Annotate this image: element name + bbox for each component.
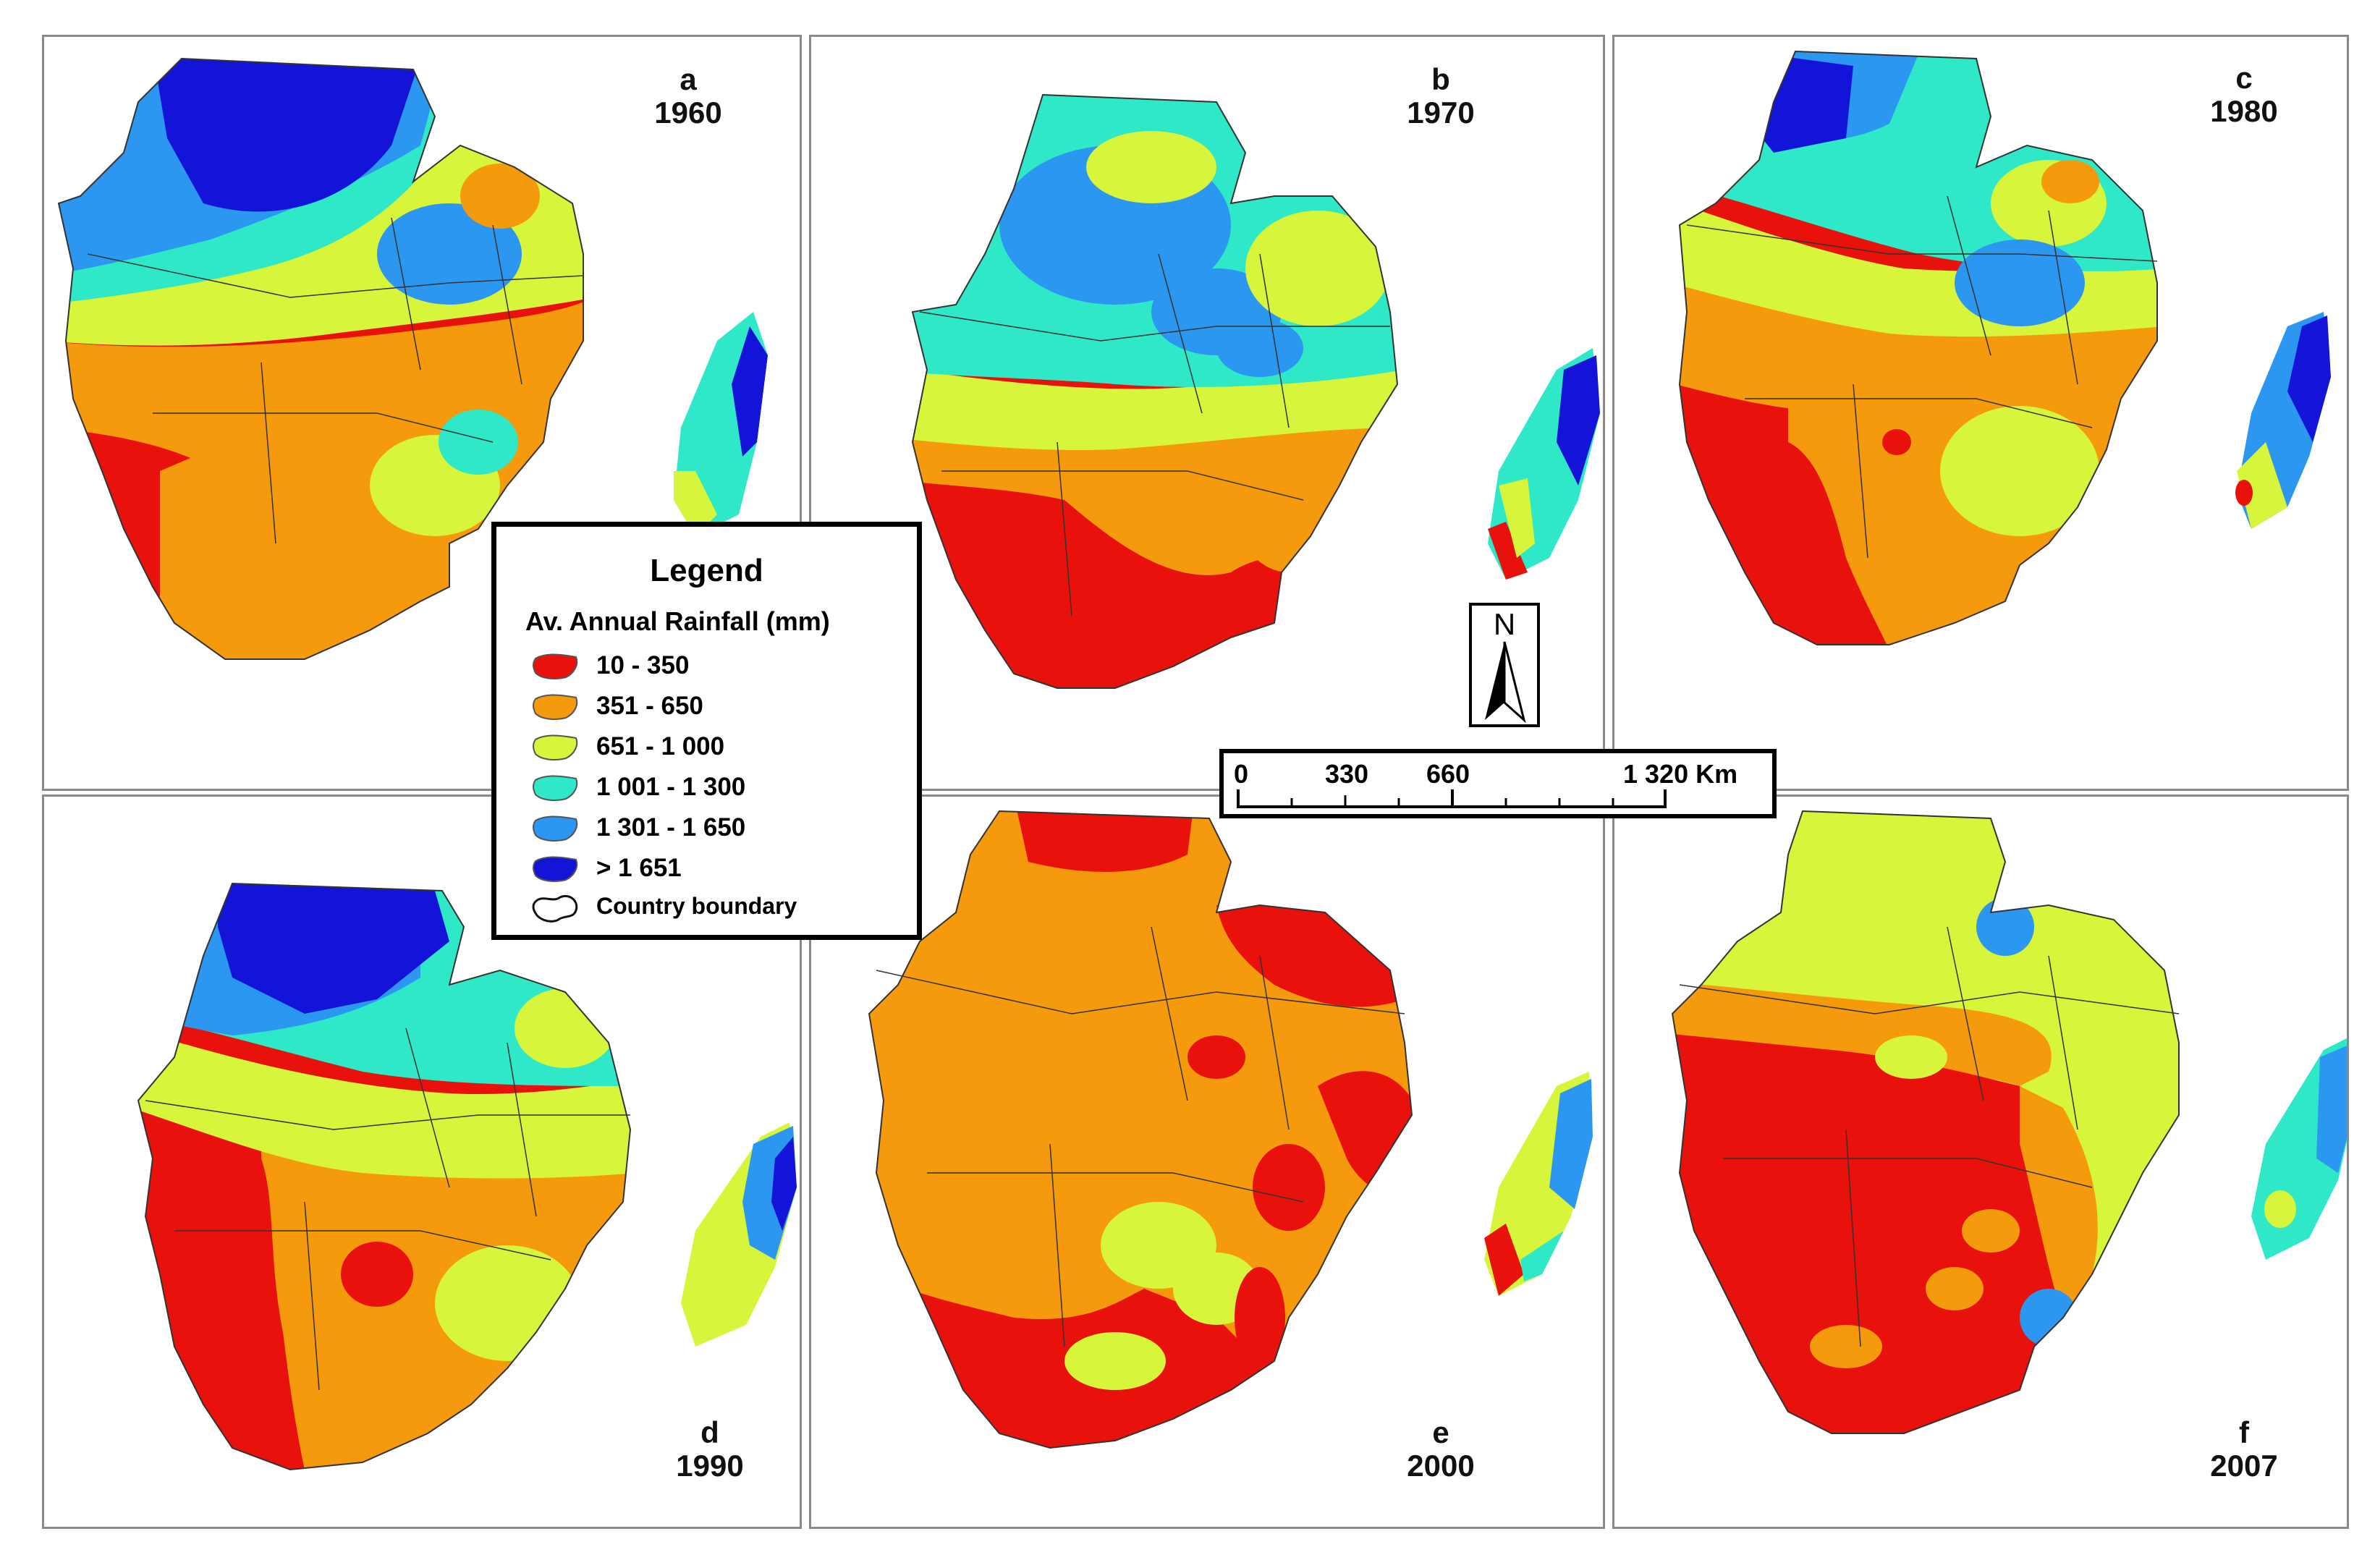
madagascar-a (674, 312, 768, 536)
legend-subtitle: Av. Annual Rainfall (mm) (525, 606, 830, 636)
legend-label: > 1 651 (596, 854, 682, 882)
country-boundary-icon (532, 895, 578, 923)
panel-label-f: f 2007 (2193, 1416, 2295, 1483)
north-label: N (1493, 607, 1516, 641)
legend-swatch-icon (533, 734, 578, 760)
scale-label: 660 (1426, 759, 1470, 789)
map-panel-d: d 1990 (42, 794, 802, 1529)
panel-year: 2007 (2210, 1449, 2278, 1483)
legend-label: 351 - 650 (596, 692, 703, 720)
madagascar-c (2235, 312, 2331, 529)
panel-letter: e (1432, 1415, 1449, 1449)
scale-label: 0 (1234, 759, 1249, 789)
legend-swatch-icon (533, 653, 578, 679)
map-legend: Legend Av. Annual Rainfall (mm) 10 - 350… (491, 522, 922, 940)
panel-letter: f (2239, 1415, 2249, 1449)
legend-swatch-icon (533, 856, 578, 882)
madagascar-f (2251, 1038, 2347, 1260)
rainfall-map-c (1678, 50, 2331, 645)
panel-label-d: d 1990 (659, 1416, 761, 1483)
legend-label: 651 - 1 000 (596, 732, 725, 760)
legend-label: Country boundary (596, 893, 797, 919)
rainfall-map-a (57, 57, 768, 660)
panel-label-a: a 1960 (638, 63, 739, 130)
map-panel-e: e 2000 (809, 794, 1605, 1529)
madagascar-e (1484, 1072, 1593, 1296)
panel-label-e: e 2000 (1390, 1416, 1491, 1483)
legend-swatch-icon (533, 815, 578, 842)
panel-letter: d (700, 1415, 719, 1449)
map-panel-b: b 1970 (809, 35, 1605, 791)
madagascar-d (681, 1122, 797, 1347)
panel-year: 2000 (1407, 1449, 1475, 1483)
legend-label: 1 301 - 1 650 (596, 813, 746, 842)
madagascar-b (1488, 348, 1600, 580)
map-panel-f: f 2007 (1612, 794, 2349, 1529)
scale-label: 1 320 Km (1623, 759, 1738, 789)
scale-bar: 0 330 660 1 320 Km (1219, 749, 1777, 818)
rainfall-map-f (1671, 810, 2347, 1434)
north-arrow-icon (1485, 641, 1526, 724)
panel-year: 1970 (1407, 96, 1475, 130)
legend-title: Legend (650, 553, 763, 588)
legend-label: 1 001 - 1 300 (596, 773, 746, 801)
panel-label-b: b 1970 (1390, 63, 1491, 130)
legend-swatch-icon (533, 775, 578, 801)
panel-year: 1980 (2210, 94, 2278, 128)
panel-year: 1960 (654, 96, 722, 130)
rainfall-map-b (911, 93, 1600, 689)
panel-letter: a (680, 62, 697, 96)
scale-bar-ticks (1237, 789, 1667, 808)
panel-year: 1990 (676, 1449, 744, 1483)
north-arrow: N (1469, 603, 1540, 727)
legend-swatch-icon (533, 694, 578, 720)
scale-label: 330 (1325, 759, 1369, 789)
map-panel-c: c 1980 (1612, 35, 2349, 791)
map-panel-a: a 1960 (42, 35, 802, 791)
legend-label: 10 - 350 (596, 651, 690, 679)
panel-letter: c (2235, 61, 2253, 95)
panel-label-c: c 1980 (2193, 62, 2295, 128)
rainfall-map-d (137, 882, 797, 1471)
rainfall-map-e (868, 810, 1593, 1449)
panel-letter: b (1431, 62, 1450, 96)
